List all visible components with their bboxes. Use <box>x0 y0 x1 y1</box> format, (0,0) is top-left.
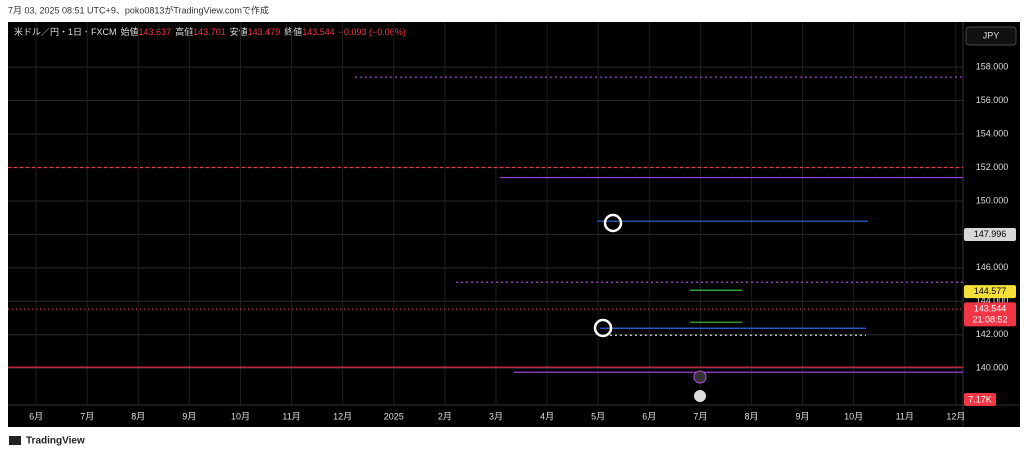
legend-close: 143.544 <box>302 27 335 37</box>
event-icon[interactable] <box>693 370 707 384</box>
price-tag-label: 144.577 <box>974 286 1007 296</box>
legend-high: 143.701 <box>193 27 226 37</box>
legend-high-label: 高値 <box>175 26 193 37</box>
x-tick-label: 12月 <box>946 411 965 421</box>
y-tick-label: 150.000 <box>976 195 1009 205</box>
legend-low: 143.479 <box>248 27 281 37</box>
y-tick-label: 156.000 <box>976 95 1009 105</box>
x-tick-label: 10月 <box>231 411 250 421</box>
price-tag-label: 143.544 <box>974 303 1007 313</box>
x-tick-label: 11月 <box>282 411 300 421</box>
event-icon[interactable] <box>694 390 706 402</box>
x-tick-label: 9月 <box>796 411 810 421</box>
price-tag-label: 147.996 <box>974 229 1007 239</box>
y-tick-label: 142.000 <box>976 329 1009 339</box>
x-tick-label: 11月 <box>896 411 914 421</box>
brand: TradingView <box>26 436 85 447</box>
caption: 7月 03, 2025 08:51 UTC+9、poko0813がTrading… <box>8 4 269 15</box>
x-tick-label: 3月 <box>489 411 503 421</box>
marker-circle <box>593 318 613 338</box>
volume-tag <box>964 393 996 406</box>
x-tick-label: 6月 <box>29 411 43 421</box>
currency: JPY <box>983 30 1000 40</box>
legend-text: 米ドル／円・1日・FXCM 始値143.637 高値143.701 安値143.479… <box>14 26 406 37</box>
price-tag <box>964 302 1016 327</box>
x-tick-label: 10月 <box>844 411 863 421</box>
x-tick-label: 5月 <box>591 411 605 421</box>
y-tick-label: 158.000 <box>976 62 1009 72</box>
volume-tag-label: 7.17K <box>968 394 992 404</box>
y-tick-label: 144.000 <box>976 296 1009 306</box>
x-tick-label: 2025 <box>384 411 404 421</box>
currency-button[interactable] <box>965 26 1017 46</box>
x-tick-label: 8月 <box>131 411 145 421</box>
x-tick-label: 6月 <box>642 411 656 421</box>
x-tick-label: 2月 <box>438 411 452 421</box>
y-tick-label: 140.000 <box>976 363 1009 373</box>
y-tick-label: 146.000 <box>976 262 1009 272</box>
legend-low-label: 安値 <box>230 26 248 37</box>
price-tag <box>964 285 1016 299</box>
x-tick-label: 12月 <box>333 411 352 421</box>
x-tick-label: 7月 <box>693 411 707 421</box>
price-tag <box>964 227 1016 241</box>
brand-logo <box>9 436 21 445</box>
chart-bg <box>8 22 1020 427</box>
legend-close-label: 終値 <box>284 26 302 37</box>
legend-open-label: 始値 <box>121 26 139 37</box>
y-tick-label: 152.000 <box>976 162 1009 172</box>
legend-symbol: 米ドル／円・1日・FXCM <box>14 26 117 37</box>
x-tick-label: 8月 <box>744 411 758 421</box>
legend-open: 143.637 <box>139 27 172 37</box>
y-tick-label: 154.000 <box>976 128 1009 138</box>
marker-circle <box>603 213 623 233</box>
x-tick-label: 9月 <box>182 411 196 421</box>
x-tick-label: 7月 <box>80 411 94 421</box>
legend-change: −0.093 (−0.06%) <box>339 27 406 37</box>
x-tick-label: 4月 <box>540 411 554 421</box>
countdown: 21:08:52 <box>972 314 1007 324</box>
